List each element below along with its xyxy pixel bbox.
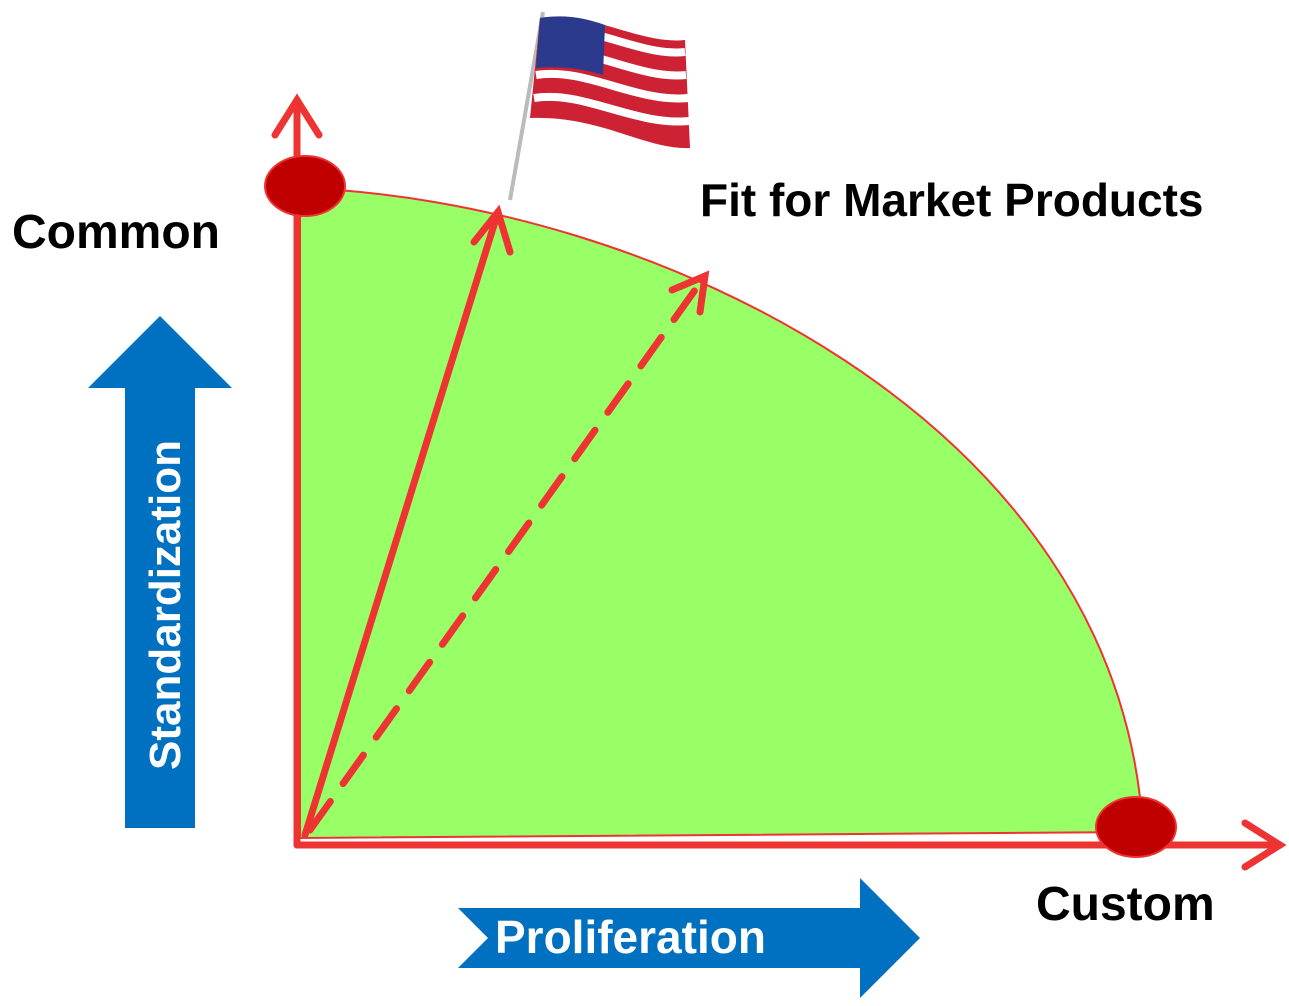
vectors — [301, 204, 710, 839]
point-common — [264, 155, 346, 217]
common-label: Common — [12, 206, 220, 259]
proliferation-arrow — [458, 878, 920, 998]
frontier-area — [299, 186, 1145, 840]
point-custom — [1095, 796, 1177, 858]
standardization-label: Standardization — [141, 440, 190, 770]
proliferation-label: Proliferation — [495, 911, 766, 963]
custom-label: Custom — [1036, 878, 1215, 931]
standardization-arrow — [88, 316, 232, 828]
flag — [508, 11, 690, 201]
curve-label: Fit for Market Products — [700, 174, 1204, 226]
